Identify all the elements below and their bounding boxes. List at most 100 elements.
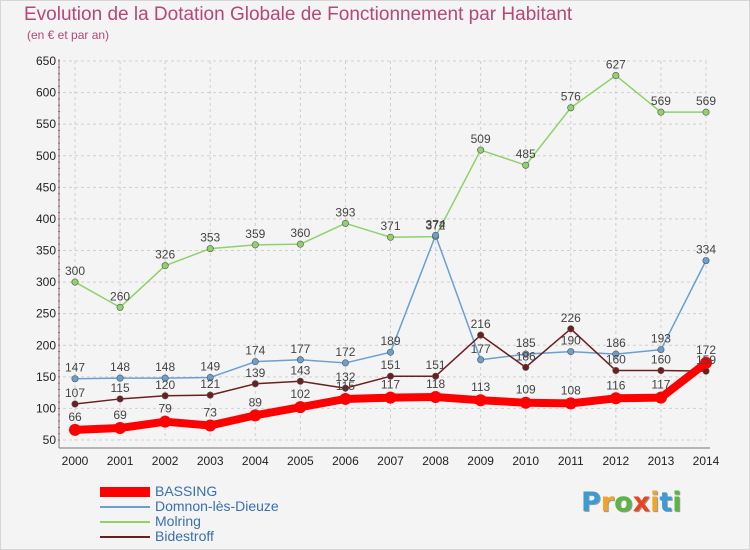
x-tick-label: 2013 [648, 454, 675, 468]
data-label: 132 [335, 370, 355, 384]
y-minor-tick [58, 363, 60, 365]
y-minor-tick [58, 161, 60, 163]
legend-swatch [100, 506, 150, 508]
data-label: 147 [65, 361, 85, 375]
y-tick-label: 400 [36, 212, 56, 226]
x-tick-label: 2001 [107, 454, 134, 468]
data-label: 334 [696, 243, 716, 257]
legend-swatch [100, 521, 150, 523]
data-label: 149 [200, 359, 220, 373]
y-minor-tick [58, 376, 60, 378]
data-label: 108 [561, 383, 581, 397]
proxiti-logo: Proxiti [581, 487, 682, 518]
logo-letter: i [650, 487, 660, 518]
data-label: 148 [110, 360, 130, 374]
axes: 50 100 150 200 250 300 350 400 450 500 550 600 650 20… [36, 54, 720, 468]
data-point [564, 397, 577, 410]
data-label: 69 [113, 408, 127, 422]
y-minor-tick [58, 66, 60, 68]
y-minor-tick [58, 237, 60, 239]
data-point [251, 241, 259, 249]
data-label: 151 [380, 358, 400, 372]
data-label: 300 [65, 264, 85, 278]
data-label: 177 [290, 342, 310, 356]
y-minor-tick [58, 306, 60, 308]
x-tick-label: 2002 [152, 454, 179, 468]
data-point [71, 400, 79, 408]
y-minor-tick [58, 313, 60, 315]
x-tick-label: 2010 [512, 454, 539, 468]
data-point [612, 367, 620, 375]
x-tick-label: 2014 [693, 454, 720, 468]
y-minor-tick [58, 79, 60, 81]
data-label: 226 [561, 311, 581, 325]
y-minor-tick [58, 268, 60, 270]
y-minor-tick [58, 155, 60, 157]
y-minor-tick [58, 426, 60, 428]
data-point [206, 391, 214, 399]
y-minor-tick [58, 382, 60, 384]
data-label: 371 [380, 219, 400, 233]
line-chart: 50 100 150 200 250 300 350 400 450 500 550 600 650 20… [36, 54, 720, 468]
data-label: 120 [155, 378, 175, 392]
data-point [249, 409, 262, 422]
data-label: 189 [380, 334, 400, 348]
data-point [296, 356, 304, 364]
chart-title: Evolution de la Dotation Globale de Fonc… [24, 4, 573, 25]
data-point [206, 245, 214, 253]
y-minor-tick [58, 395, 60, 397]
data-point [657, 367, 665, 375]
data-point [612, 72, 620, 80]
data-point [71, 375, 79, 383]
data-label: 186 [516, 349, 536, 363]
y-minor-tick [58, 433, 60, 435]
data-label: 172 [696, 343, 716, 357]
legend-swatch [100, 487, 150, 497]
series-lines [69, 72, 712, 436]
y-minor-tick [58, 332, 60, 334]
logo-letter: r [600, 487, 615, 518]
data-label: 115 [111, 381, 130, 395]
data-point [116, 303, 124, 311]
x-tick-label: 2003 [197, 454, 224, 468]
data-point [251, 358, 259, 366]
data-label: 102 [290, 387, 310, 401]
data-label: 115 [336, 379, 355, 393]
legend-label: Molring [155, 513, 201, 529]
data-label: 113 [471, 380, 490, 394]
y-minor-tick [58, 199, 60, 201]
y-minor-tick [58, 287, 60, 289]
y-tick-label: 50 [43, 433, 57, 447]
data-label: 143 [290, 363, 310, 377]
y-minor-tick [58, 243, 60, 245]
y-minor-tick [58, 193, 60, 195]
data-point [522, 363, 530, 371]
y-minor-tick [58, 262, 60, 264]
y-tick-label: 600 [36, 86, 56, 100]
y-minor-tick [58, 338, 60, 340]
data-label: 172 [335, 345, 355, 359]
y-minor-tick [58, 370, 60, 372]
data-label: 326 [155, 248, 175, 262]
data-point [519, 396, 532, 409]
data-label: 186 [606, 336, 626, 350]
x-tick-label: 2000 [62, 454, 89, 468]
data-label: 107 [65, 386, 85, 400]
y-minor-tick [58, 250, 60, 251]
data-label: 116 [606, 378, 625, 392]
data-point [432, 372, 440, 380]
data-point [474, 394, 487, 407]
data-point [116, 374, 124, 382]
y-minor-tick [58, 224, 60, 226]
data-point [296, 240, 304, 248]
y-tick-label: 550 [36, 117, 56, 131]
y-minor-tick [58, 344, 60, 346]
data-label: 485 [516, 147, 536, 161]
data-point [294, 401, 307, 414]
x-tick-label: 2007 [377, 454, 404, 468]
data-point [159, 415, 172, 428]
legend-label: BASSING [155, 483, 218, 499]
data-label: 117 [381, 378, 400, 392]
y-minor-tick [58, 319, 60, 321]
data-point [384, 391, 397, 404]
